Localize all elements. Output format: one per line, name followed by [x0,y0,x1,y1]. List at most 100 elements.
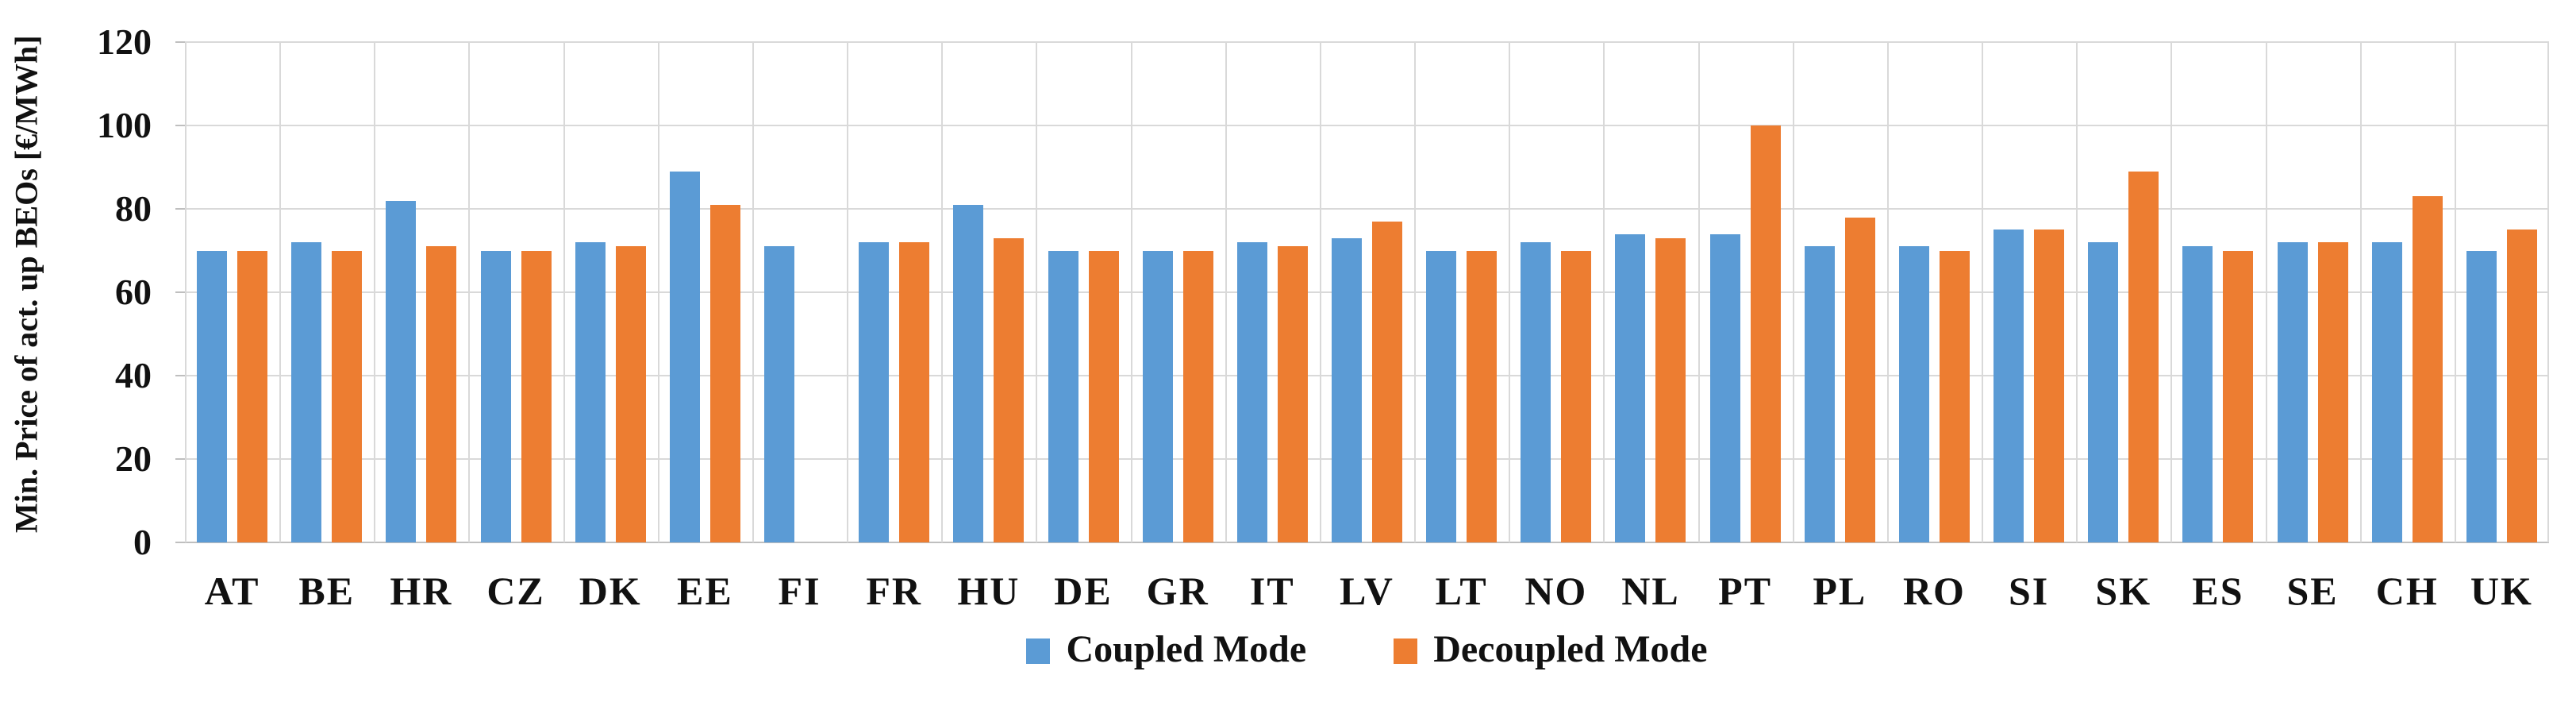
bar-lt-decoupled [1467,250,1498,542]
gridline-x-18 [1886,42,1889,542]
legend-item-decoupled-mode: Decoupled Mode [1394,628,1708,670]
bar-fi-coupled [764,246,795,542]
bar-lv-coupled [1332,237,1362,542]
bar-hu-decoupled [994,237,1025,542]
y-tick-80 [175,208,185,210]
legend-label-coupled-mode: Coupled Mode [1066,628,1307,670]
legend-item-coupled-mode: Coupled Mode [1026,631,1306,669]
x-label-hu: HU [957,569,1021,613]
bar-no-decoupled [1561,250,1592,542]
gridline-y-60 [185,291,2549,293]
x-label-dk: DK [579,569,642,613]
gridline-y-20 [185,458,2549,460]
x-label-de: DE [1054,569,1113,613]
gridline-x-3 [468,42,471,542]
y-tick-0 [175,542,185,543]
bar-be-coupled [291,242,322,542]
bar-hr-coupled [386,200,417,542]
x-label-gr: GR [1146,569,1209,613]
gridline-y-120 [185,41,2549,43]
bar-uk-coupled [2466,250,2497,542]
y-tick-label-20: 20 [115,438,152,479]
bar-no-coupled [1521,242,1551,542]
bar-gr-decoupled [1182,250,1213,542]
bar-fr-decoupled [899,242,930,542]
bar-pl-coupled [1804,246,1835,542]
gridline-x-8 [941,42,944,542]
y-tick-120 [175,41,185,43]
gridline-x-24 [2454,42,2456,542]
bar-sk-coupled [2088,242,2119,542]
bar-pl-decoupled [1844,217,1875,542]
x-label-pl: PL [1813,569,1867,613]
gridline-x-10 [1130,42,1132,542]
x-label-ch: CH [2375,569,2439,613]
x-label-nl: NL [1621,569,1680,613]
gridline-y-0 [185,542,2549,543]
gridline-x-5 [657,42,659,542]
bar-pt-coupled [1709,233,1740,542]
plot-area: 0 20 40 60 80 100 120 AT BE HR CZ DK EE FI FR HU DE GR IT L… [97,24,2549,611]
bar-se-decoupled [2317,242,2348,542]
x-label-ee: EE [677,569,733,613]
x-label-be: BE [298,569,356,613]
gridline-x-1 [279,42,282,542]
bar-ch-decoupled [2412,196,2443,542]
x-label-sk: SK [2095,569,2152,613]
bar-dk-decoupled [615,246,646,542]
bar-sk-decoupled [2128,171,2159,542]
gridline-x-12 [1319,42,1321,542]
gridline-x-0 [185,42,186,542]
gridline-x-17 [1792,42,1794,542]
bar-cz-coupled [480,250,511,542]
x-label-es: ES [2192,569,2244,613]
bar-fr-coupled [859,242,890,542]
gridline-x-15 [1603,42,1605,542]
y-tick-label-80: 80 [115,188,152,229]
bar-gr-coupled [1142,250,1173,542]
gridline-x-16 [1697,42,1700,542]
x-label-at: AT [204,569,260,613]
x-label-fr: FR [866,569,923,613]
y-tick-40 [175,375,185,376]
gridline-y-40 [185,375,2549,376]
bar-cz-decoupled [521,250,552,542]
bar-it-decoupled [1277,246,1308,542]
bar-hu-coupled [953,204,984,542]
bar-lv-decoupled [1372,221,1402,542]
bar-ro-coupled [1898,246,1929,542]
bar-ee-coupled [669,171,700,542]
y-tick-20 [175,458,185,460]
bar-es-coupled [2182,246,2213,542]
bar-at-decoupled [237,250,268,542]
legend-swatch-decoupled-mode [1394,638,1418,664]
gridline-x-2 [374,42,376,542]
bar-si-decoupled [2034,230,2065,542]
bar-lt-coupled [1426,250,1457,542]
y-axis-title: Min. Price of act. up BEOs [€/MWh] [8,35,44,534]
bar-de-decoupled [1088,250,1119,542]
gridline-x-13 [1414,42,1417,542]
bar-dk-coupled [575,242,606,542]
gridline-x-19 [1982,42,1984,542]
gridline-x-11 [1225,42,1227,542]
gridline-x-9 [1036,42,1038,542]
y-tick-60 [175,291,185,293]
bar-ro-decoupled [1939,250,1970,542]
gridline-x-23 [2359,42,2362,542]
x-label-si: SI [2008,569,2050,613]
y-tick-label-40: 40 [115,355,152,395]
bar-nl-decoupled [1655,237,1686,542]
y-tick-label-60: 60 [115,272,152,312]
x-label-hr: HR [390,569,453,613]
x-label-lt: LT [1435,569,1488,613]
x-label-lv: LV [1340,569,1394,613]
y-tick-label-0: 0 [133,522,152,562]
gridline-x-6 [752,42,754,542]
y-tick-label-120: 120 [97,21,152,62]
y-tick-label-100: 100 [97,105,152,145]
legend-label-decoupled-mode: Decoupled Mode [1433,628,1708,670]
x-label-cz: CZ [486,569,545,613]
bar-be-decoupled [332,250,363,542]
